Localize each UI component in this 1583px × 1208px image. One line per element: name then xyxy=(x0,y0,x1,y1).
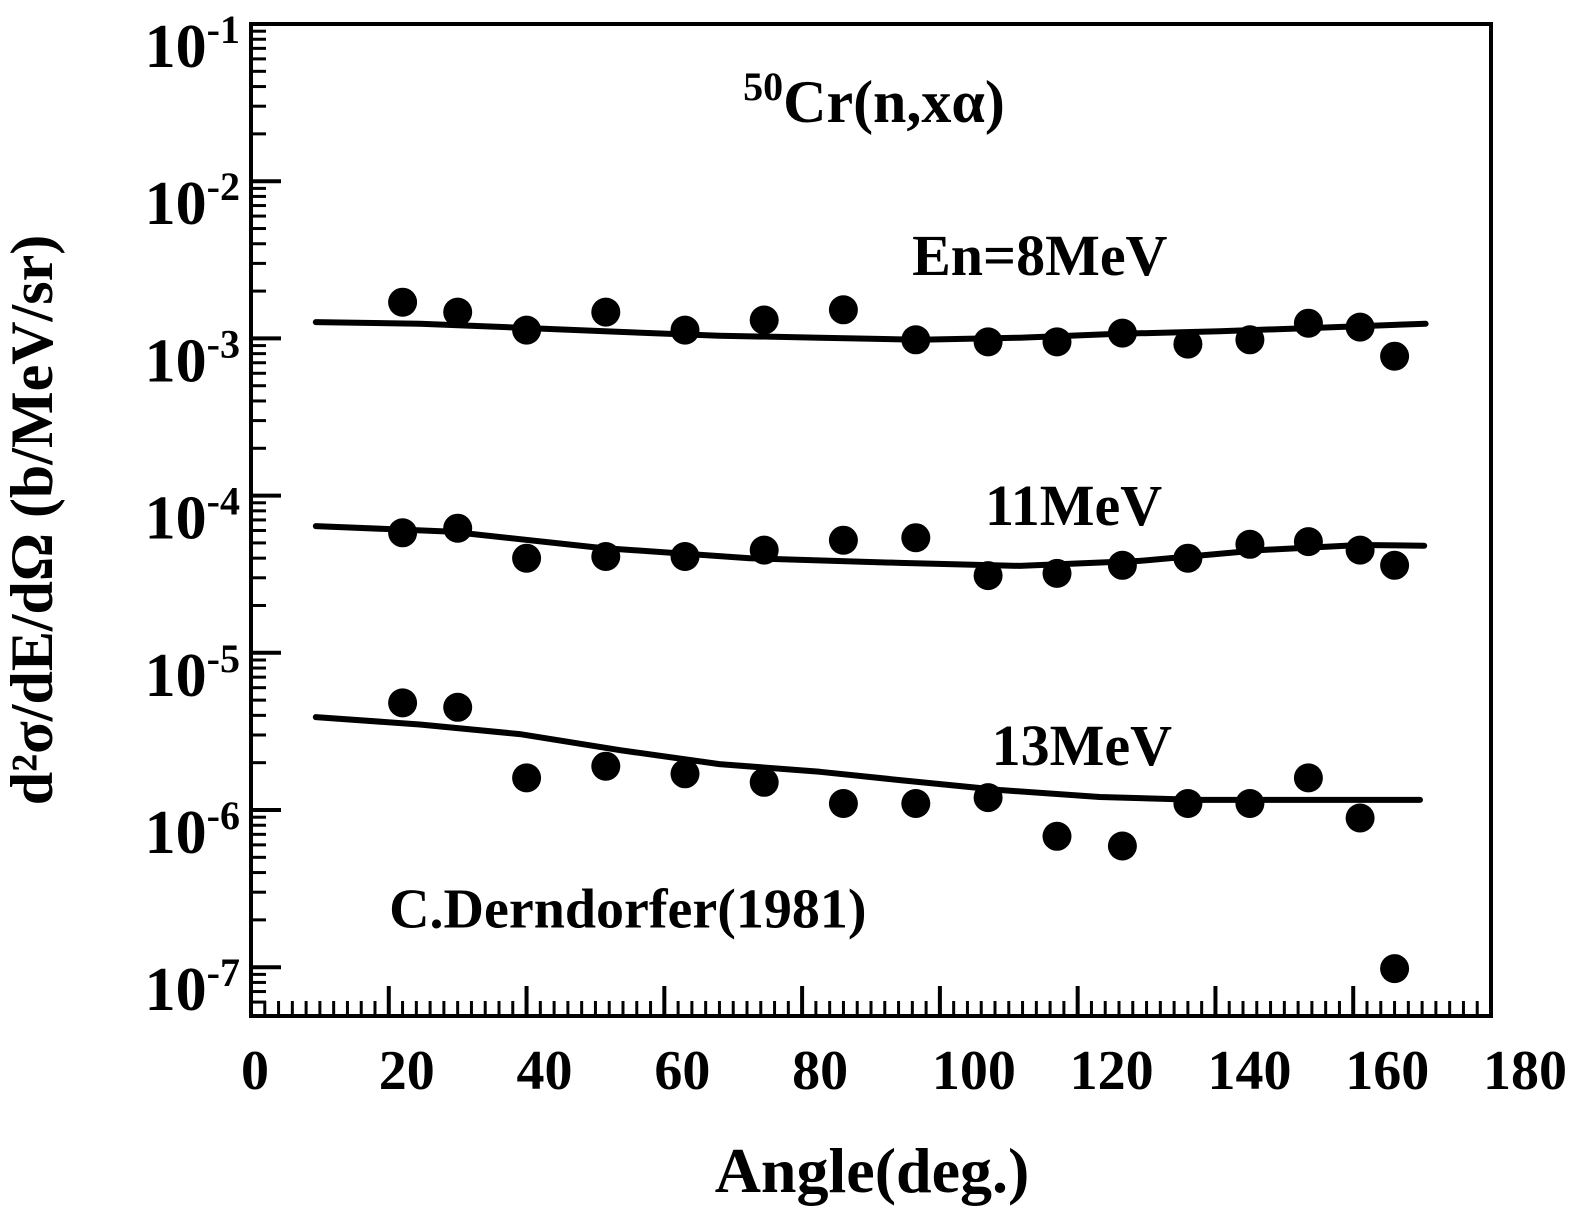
data-point-13MeV xyxy=(1345,803,1375,833)
data-point-13MeV xyxy=(901,789,931,818)
data-point-11MeV xyxy=(973,561,1003,591)
data-point-En8MeV xyxy=(973,327,1003,357)
data-point-11MeV xyxy=(388,518,418,548)
data-point-11MeV xyxy=(901,523,931,553)
series-label-13MeV: 13MeV xyxy=(992,713,1172,778)
data-point-11MeV xyxy=(1235,529,1265,559)
x-tick-label-80: 80 xyxy=(792,1040,848,1102)
data-point-11MeV xyxy=(828,525,858,555)
y-tick-label-1e-5: 10-5 xyxy=(145,636,240,710)
data-point-En8MeV xyxy=(670,315,700,345)
y-tick-label-1e-4: 10-4 xyxy=(145,479,240,553)
data-point-13MeV xyxy=(1107,831,1137,861)
data-point-En8MeV xyxy=(1380,341,1410,371)
data-point-En8MeV xyxy=(828,295,858,325)
data-point-11MeV xyxy=(591,542,621,571)
series-label-11MeV: 11MeV xyxy=(985,473,1162,538)
y-tick-label-1e-6: 10-6 xyxy=(145,793,240,867)
x-tick-label-180: 180 xyxy=(1483,1040,1567,1102)
x-tick-label-60: 60 xyxy=(654,1040,710,1102)
data-point-13MeV xyxy=(749,767,779,797)
data-point-11MeV xyxy=(1107,550,1137,580)
y-tick-label-1e-7: 10-7 xyxy=(145,950,240,1024)
y-tick-label-1e-2: 10-2 xyxy=(145,164,240,238)
y-tick-label-1e-3: 10-3 xyxy=(145,321,240,395)
data-point-11MeV xyxy=(1173,543,1203,573)
data-point-En8MeV xyxy=(1042,327,1072,357)
y-tick-label-1e-1: 10-1 xyxy=(145,7,240,81)
data-point-11MeV xyxy=(1345,535,1375,565)
x-tick-label-160: 160 xyxy=(1345,1040,1429,1102)
data-point-En8MeV xyxy=(388,287,418,317)
data-point-11MeV xyxy=(1293,527,1323,557)
model-curve-En8MeV xyxy=(312,319,1429,343)
x-tick-label-140: 140 xyxy=(1207,1040,1291,1102)
data-point-En8MeV xyxy=(749,305,779,335)
data-point-13MeV xyxy=(1173,789,1203,818)
data-point-13MeV xyxy=(443,692,473,722)
annotation-reference: C.Derndorfer(1981) xyxy=(389,878,866,940)
data-point-13MeV xyxy=(1293,763,1323,793)
data-point-En8MeV xyxy=(1345,312,1375,342)
x-tick-label-120: 120 xyxy=(1070,1040,1154,1102)
data-point-En8MeV xyxy=(1107,318,1137,348)
chart-title: 50Cr(n,xα) xyxy=(743,64,1005,135)
data-point-13MeV xyxy=(973,783,1003,813)
data-point-En8MeV xyxy=(443,297,473,327)
data-point-13MeV xyxy=(828,789,858,818)
model-curve-13MeV xyxy=(312,714,1423,803)
data-point-11MeV xyxy=(670,542,700,571)
series-label-En8MeV: En=8MeV xyxy=(912,223,1167,288)
data-point-13MeV xyxy=(1235,789,1265,818)
data-point-13MeV xyxy=(388,688,418,718)
data-point-13MeV xyxy=(591,751,621,781)
data-point-En8MeV xyxy=(901,325,931,355)
x-tick-label-20: 20 xyxy=(379,1040,435,1102)
data-point-En8MeV xyxy=(1173,329,1203,359)
data-point-11MeV xyxy=(512,543,542,573)
data-point-13MeV xyxy=(512,763,542,793)
x-axis-title: Angle(deg.) xyxy=(715,1135,1030,1206)
x-tick-label-40: 40 xyxy=(517,1040,573,1102)
data-point-11MeV xyxy=(1042,558,1072,588)
y-axis-title: d²σ/dE/dΩ (b/MeV/sr) xyxy=(0,235,65,805)
data-point-En8MeV xyxy=(591,297,621,327)
x-tick-label-0: 0 xyxy=(241,1040,269,1102)
data-point-11MeV xyxy=(749,535,779,565)
data-point-11MeV xyxy=(443,513,473,543)
data-point-13MeV xyxy=(670,759,700,789)
data-point-En8MeV xyxy=(1235,325,1265,355)
data-point-En8MeV xyxy=(512,315,542,345)
data-point-11MeV xyxy=(1380,550,1410,580)
data-point-13MeV xyxy=(1042,821,1072,851)
data-point-En8MeV xyxy=(1293,308,1323,338)
data-point-13MeV xyxy=(1380,954,1410,984)
x-tick-label-100: 100 xyxy=(932,1040,1016,1102)
